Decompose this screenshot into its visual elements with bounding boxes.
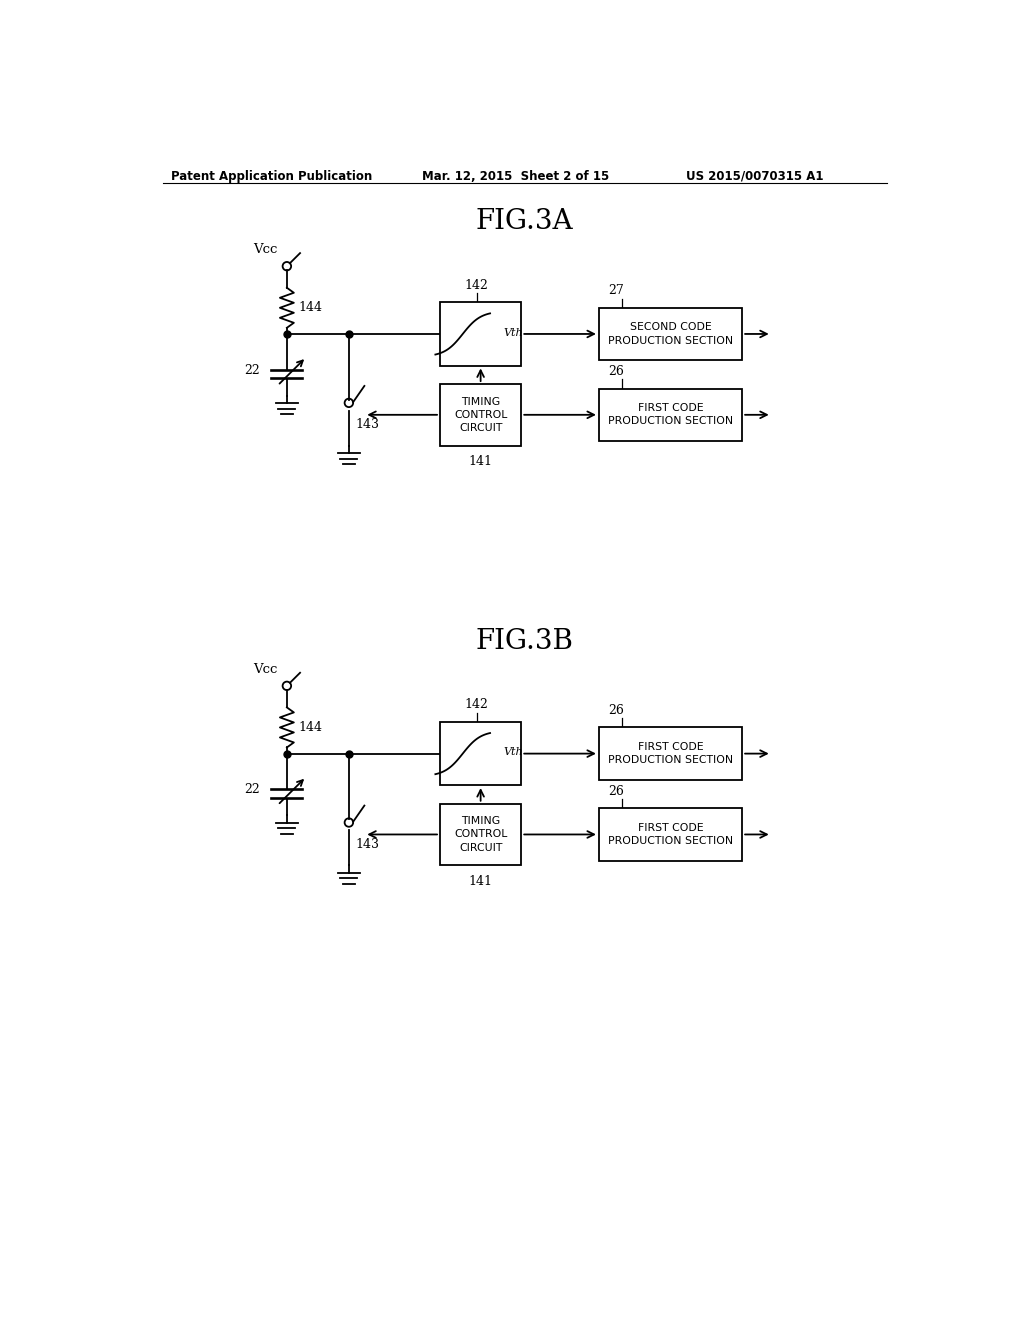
Text: FIG.3A: FIG.3A xyxy=(476,209,573,235)
Text: 142: 142 xyxy=(465,279,488,292)
Text: FIRST CODE
PRODUCTION SECTION: FIRST CODE PRODUCTION SECTION xyxy=(608,822,733,846)
Text: Patent Application Publication: Patent Application Publication xyxy=(171,170,372,183)
Text: 22: 22 xyxy=(244,363,260,376)
Text: Vth: Vth xyxy=(504,327,523,338)
Text: FIRST CODE
PRODUCTION SECTION: FIRST CODE PRODUCTION SECTION xyxy=(608,742,733,766)
Bar xyxy=(440,302,521,366)
Bar xyxy=(440,722,521,785)
Text: 144: 144 xyxy=(299,721,323,734)
Text: Vth: Vth xyxy=(504,747,523,758)
Text: 144: 144 xyxy=(299,301,323,314)
Text: 143: 143 xyxy=(355,838,379,850)
Text: 141: 141 xyxy=(469,875,493,887)
Text: Mar. 12, 2015  Sheet 2 of 15: Mar. 12, 2015 Sheet 2 of 15 xyxy=(423,170,609,183)
Text: 26: 26 xyxy=(608,704,624,717)
Text: Vcc: Vcc xyxy=(253,243,278,256)
Bar xyxy=(440,804,521,866)
Text: FIRST CODE
PRODUCTION SECTION: FIRST CODE PRODUCTION SECTION xyxy=(608,403,733,426)
Text: US 2015/0070315 A1: US 2015/0070315 A1 xyxy=(686,170,823,183)
Bar xyxy=(599,388,742,441)
Text: 141: 141 xyxy=(469,455,493,467)
Text: TIMING
CONTROL
CIRCUIT: TIMING CONTROL CIRCUIT xyxy=(454,396,507,433)
Bar xyxy=(599,308,742,360)
Text: 26: 26 xyxy=(608,784,624,797)
Text: FIG.3B: FIG.3B xyxy=(476,628,573,655)
Text: SECOND CODE
PRODUCTION SECTION: SECOND CODE PRODUCTION SECTION xyxy=(608,322,733,346)
Text: 143: 143 xyxy=(355,418,379,430)
Bar xyxy=(599,808,742,861)
Text: Vcc: Vcc xyxy=(253,663,278,676)
Bar xyxy=(599,727,742,780)
Text: 27: 27 xyxy=(608,284,624,297)
Text: 142: 142 xyxy=(465,698,488,711)
Bar xyxy=(440,384,521,446)
Text: 22: 22 xyxy=(244,783,260,796)
Text: TIMING
CONTROL
CIRCUIT: TIMING CONTROL CIRCUIT xyxy=(454,816,507,853)
Text: 26: 26 xyxy=(608,364,624,378)
